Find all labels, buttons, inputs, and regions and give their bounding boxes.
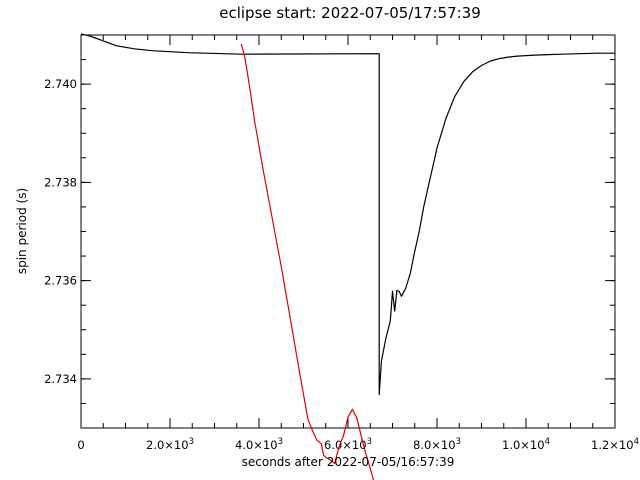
x-tick-label: 4.0×103 xyxy=(235,437,283,452)
series-line-1 xyxy=(240,43,375,480)
chart-title: eclipse start: 2022-07-05/17:57:39 xyxy=(219,4,481,22)
y-axis-label: spin period (s) xyxy=(15,188,29,274)
y-tick-label: 2.740 xyxy=(44,77,77,91)
series-line-0 xyxy=(80,33,615,396)
y-tick-label: 2.736 xyxy=(44,274,77,288)
x-tick-label: 8.0×103 xyxy=(413,437,461,452)
series-layer xyxy=(80,33,615,480)
plot-frame xyxy=(80,34,616,429)
x-tick-label: 6.0×103 xyxy=(324,437,372,452)
x-tick-label: 1.2×104 xyxy=(591,437,639,452)
x-axis-ticks: 0 2.0×103 4.0×103 6.0×103 8.0×103 1.0×104 1.2×… xyxy=(77,35,639,452)
y-tick-label: 2.738 xyxy=(44,175,77,189)
x-axis-label: seconds after 2022-07-05/16:57:39 xyxy=(242,455,455,469)
x-tick-label: 0 xyxy=(77,438,84,452)
x-tick-label: 2.0×103 xyxy=(146,437,194,452)
y-axis-ticks: 2.734 2.736 2.738 2.740 xyxy=(44,34,615,429)
y-tick-label: 2.734 xyxy=(44,372,77,386)
x-tick-label: 1.0×104 xyxy=(502,437,550,452)
